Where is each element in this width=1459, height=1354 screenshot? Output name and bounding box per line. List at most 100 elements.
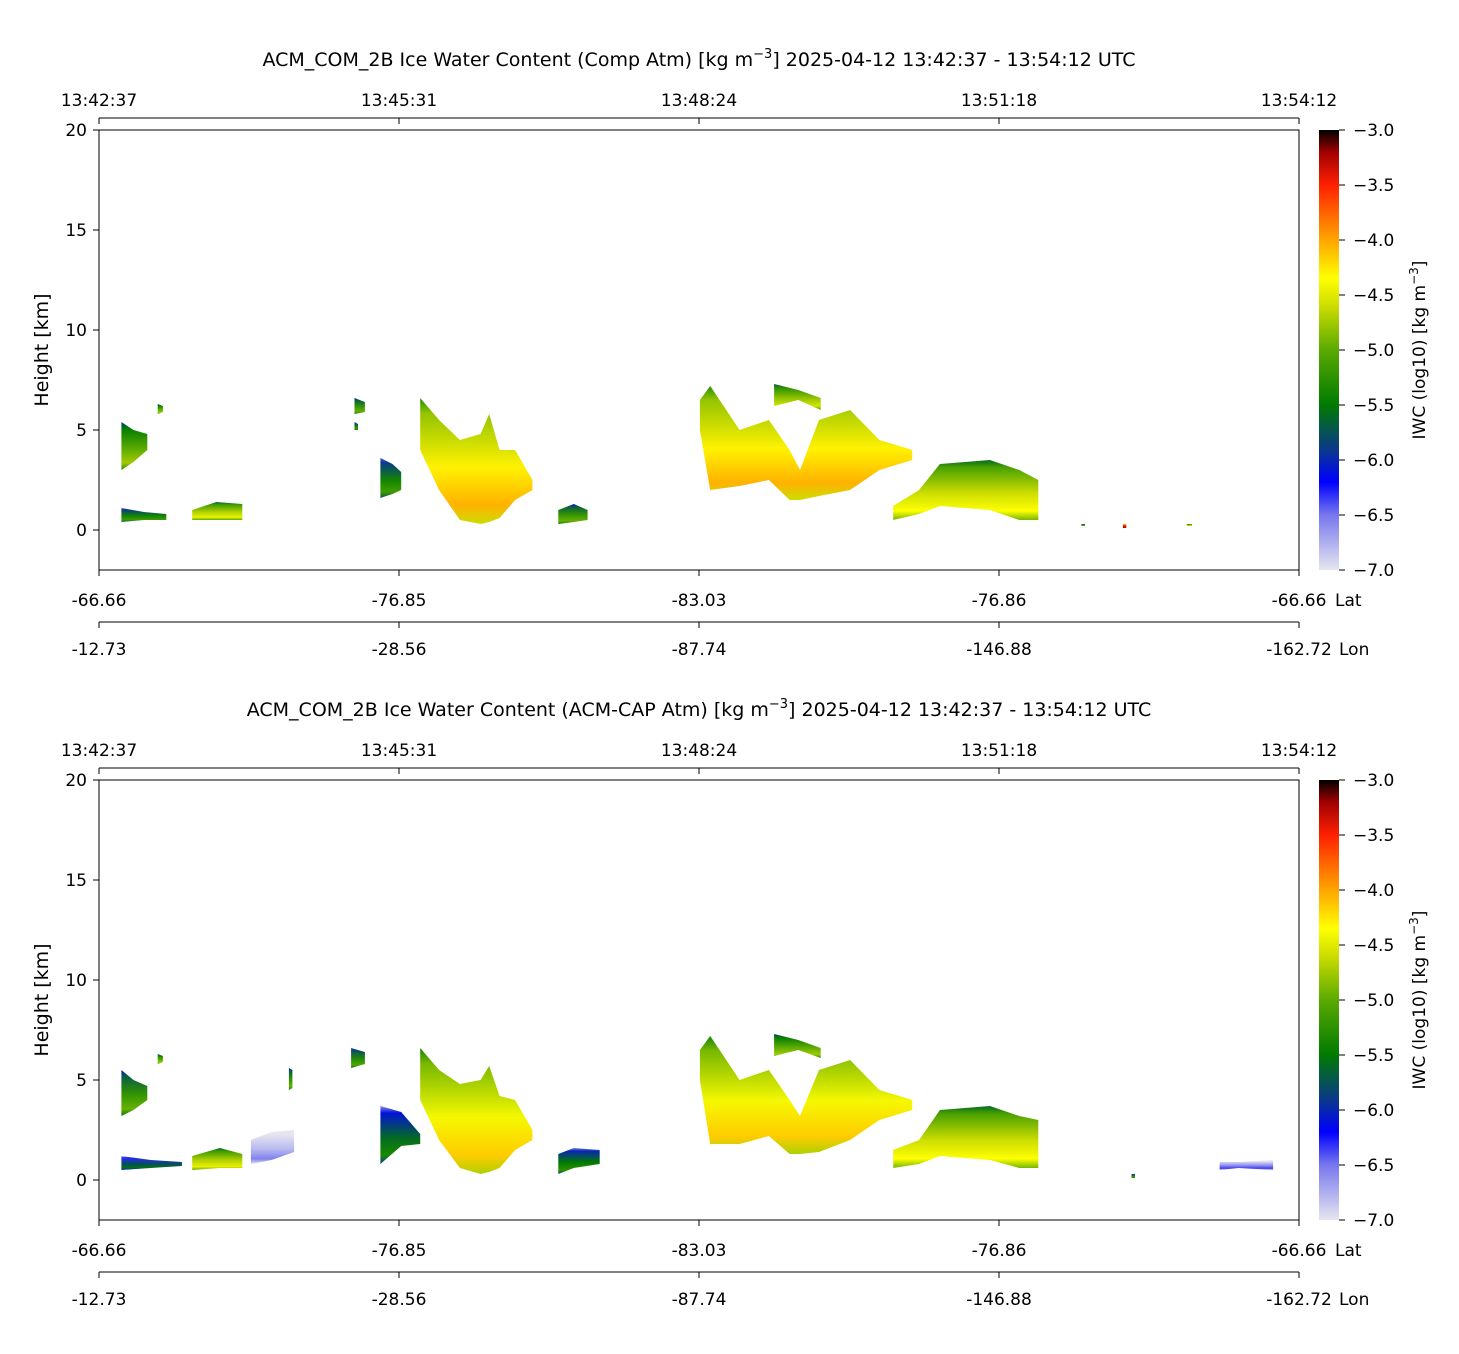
cloud-region	[121, 1070, 148, 1116]
chart-title: ACM_COM_2B Ice Water Content (ACM-CAP At…	[247, 697, 1152, 721]
cloud-region	[121, 508, 167, 522]
y-axis-label: Height [km]	[31, 943, 53, 1056]
colorbar-tick-label: −4.0	[1353, 231, 1394, 251]
time-tick-label: 13:51:18	[961, 741, 1037, 761]
y-tick-label: 5	[76, 1071, 87, 1091]
iwc-data	[121, 1034, 1274, 1178]
colorbar-label-end: ]	[1410, 911, 1430, 918]
title-superscript: −3	[753, 47, 772, 62]
colorbar-tick-label: −6.0	[1353, 1101, 1394, 1121]
colorbar-tick-label: −4.5	[1353, 286, 1394, 306]
cloud-region	[893, 460, 1039, 520]
cloud-region	[351, 1048, 365, 1068]
time-tick-label: 13:42:37	[61, 741, 137, 761]
lat-tick-label: -76.85	[372, 591, 427, 611]
time-tick-label: 13:45:31	[361, 91, 437, 111]
title-text: ACM_COM_2B Ice Water Content (ACM-CAP At…	[247, 699, 769, 721]
lat-axis-label: Lat	[1335, 591, 1362, 611]
iwc-data	[121, 384, 1192, 528]
colorbar-tick-label: −5.0	[1353, 991, 1394, 1011]
cloud-region	[121, 1156, 182, 1170]
y-tick-label: 5	[76, 421, 87, 441]
lon-tick-label: -146.88	[966, 640, 1032, 660]
y-tick-label: 20	[65, 121, 87, 141]
lon-tick-label: -12.73	[72, 640, 127, 660]
title-text: ACM_COM_2B Ice Water Content (Comp Atm) …	[262, 49, 753, 71]
lat-tick-label: -66.66	[1272, 1241, 1327, 1261]
cloud-region	[420, 1048, 533, 1174]
colorbar-tick-label: −6.5	[1353, 1156, 1394, 1176]
cloud-region	[774, 384, 821, 410]
colorbar-tick-label: −6.5	[1353, 506, 1394, 526]
lon-tick-label: -12.73	[72, 1290, 127, 1310]
lat-axis-label: Lat	[1335, 1241, 1362, 1261]
colorbar-tick-label: −3.5	[1353, 826, 1394, 846]
lon-tick-label: -28.56	[372, 640, 427, 660]
colorbar-label: IWC (log10) [kg m−3]	[1407, 261, 1430, 440]
lat-tick-label: -66.66	[72, 1241, 127, 1261]
lon-axis-label: Lon	[1339, 640, 1369, 660]
cloud-region	[420, 398, 533, 524]
time-tick-label: 13:45:31	[361, 741, 437, 761]
lon-tick-label: -87.74	[672, 640, 727, 660]
cloud-region	[354, 422, 358, 430]
cloud-region	[380, 1106, 421, 1164]
colorbar-tick-label: −3.0	[1353, 121, 1394, 141]
lat-tick-label: -83.03	[672, 591, 727, 611]
y-axis-label: Height [km]	[31, 293, 53, 406]
colorbar-tick-label: −4.5	[1353, 936, 1394, 956]
cloud-region	[558, 1148, 600, 1174]
colorbar-label-superscript: −3	[1407, 917, 1421, 935]
lat-tick-label: -83.03	[672, 1241, 727, 1261]
colorbar-tick-label: −5.0	[1353, 341, 1394, 361]
cloud-region	[774, 1034, 821, 1058]
time-tick-label: 13:54:12	[1261, 741, 1337, 761]
cloud-region	[380, 458, 402, 498]
cloud-region	[558, 504, 588, 524]
y-tick-label: 10	[65, 971, 87, 991]
lon-tick-label: -162.72	[1266, 640, 1332, 660]
time-tick-label: 13:54:12	[1261, 91, 1337, 111]
lon-tick-label: -28.56	[372, 1290, 427, 1310]
lat-tick-label: -76.86	[972, 591, 1027, 611]
colorbar	[1319, 130, 1339, 570]
colorbar	[1319, 780, 1339, 1220]
cloud-region	[121, 422, 148, 470]
colorbar-tick-label: −7.0	[1353, 1211, 1394, 1231]
cloud-region	[699, 1036, 913, 1154]
chart-title: ACM_COM_2B Ice Water Content (Comp Atm) …	[262, 47, 1135, 71]
colorbar-tick-label: −5.5	[1353, 1046, 1394, 1066]
time-tick-label: 13:42:37	[61, 91, 137, 111]
title-text-end: ] 2025-04-12 13:42:37 - 13:54:12 UTC	[788, 699, 1151, 721]
time-tick-label: 13:48:24	[661, 91, 737, 111]
cloud-region	[354, 398, 365, 414]
title-superscript: −3	[769, 697, 788, 712]
colorbar-label: IWC (log10) [kg m−3]	[1407, 911, 1430, 1090]
colorbar-tick-label: −3.5	[1353, 176, 1394, 196]
cloud-region	[1186, 524, 1192, 526]
lon-tick-label: -87.74	[672, 1290, 727, 1310]
cloud-region	[157, 1054, 163, 1064]
lat-tick-label: -66.66	[72, 591, 127, 611]
cloud-region	[1122, 524, 1127, 528]
lon-tick-label: -146.88	[966, 1290, 1032, 1310]
title-text-end: ] 2025-04-12 13:42:37 - 13:54:12 UTC	[772, 49, 1135, 71]
cloud-region	[288, 1068, 293, 1090]
colorbar-tick-label: −4.0	[1353, 881, 1394, 901]
lat-tick-label: -76.86	[972, 1241, 1027, 1261]
y-tick-label: 15	[65, 221, 87, 241]
colorbar-tick-label: −7.0	[1353, 561, 1394, 581]
lat-tick-label: -76.85	[372, 1241, 427, 1261]
colorbar-tick-label: −6.0	[1353, 451, 1394, 471]
cloud-region	[1219, 1160, 1274, 1170]
lat-tick-label: -66.66	[1272, 591, 1327, 611]
cloud-region	[157, 404, 163, 414]
time-tick-label: 13:48:24	[661, 741, 737, 761]
y-tick-label: 10	[65, 321, 87, 341]
cloud-region	[893, 1106, 1039, 1168]
time-tick-label: 13:51:18	[961, 91, 1037, 111]
cloud-region	[1131, 1174, 1135, 1178]
cloud-region	[250, 1130, 295, 1164]
y-tick-label: 15	[65, 871, 87, 891]
